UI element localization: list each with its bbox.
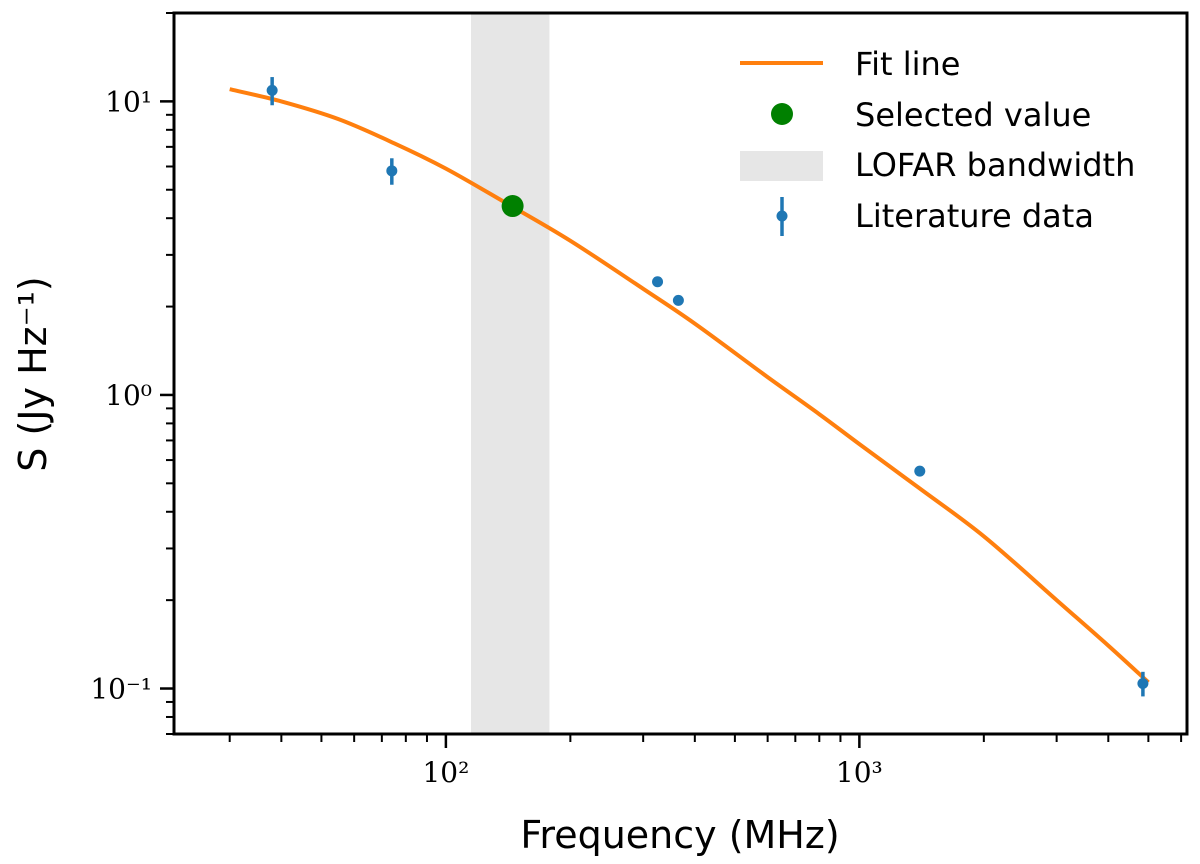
literature-data-point <box>1137 678 1149 690</box>
literature-data-point <box>672 294 684 306</box>
literature-data-point <box>266 84 278 96</box>
x-tick-label: 10² <box>422 756 469 789</box>
lofar-band <box>470 13 550 734</box>
y-tick-label: 10⁻¹ <box>90 673 152 706</box>
y-tick-label: 10⁰ <box>105 379 152 412</box>
legend-selected-value-label: Selected value <box>855 96 1091 134</box>
legend-literature-label: Literature data <box>855 197 1094 235</box>
legend-fit-line-label: Fit line <box>855 45 960 83</box>
plot-frame <box>172 11 1189 736</box>
legend: Fit line Selected value LOFAR bandwidth … <box>740 45 1135 236</box>
legend-selected-value-swatch <box>771 103 793 125</box>
fit-line <box>229 87 1150 684</box>
legend-lofar-label: LOFAR bandwidth <box>855 146 1135 184</box>
y-axis-title: S (Jy Hz⁻¹) <box>11 276 55 471</box>
literature-data-point <box>914 465 926 477</box>
legend-lofar-swatch <box>740 151 823 181</box>
literature-data-point <box>652 276 664 288</box>
literature-data-point <box>386 165 398 177</box>
x-axis-title: Frequency (MHz) <box>520 813 839 857</box>
legend-literature-swatch-marker <box>776 210 788 222</box>
y-tick-label: 10¹ <box>105 85 152 118</box>
x-tick-label: 10³ <box>836 756 883 789</box>
selected-value-point <box>501 195 524 218</box>
